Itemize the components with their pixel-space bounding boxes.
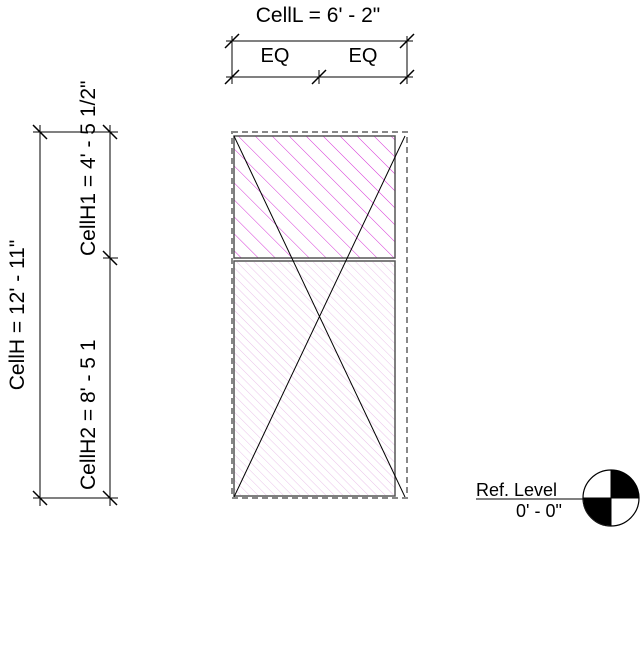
cell-height-1-label: CellH1 = 4' - 5 1/2" [77, 81, 100, 256]
lower-panel-hatch [234, 262, 395, 495]
tick-mark [32, 490, 48, 506]
cell-height-2-label: CellH2 = 8' - 5 1 [77, 340, 100, 491]
tick-mark [102, 124, 118, 140]
cell-length-dimension[interactable]: CellL = 6' - 2" EQ EQ [224, 4, 415, 85]
lower-panel-frame [233, 260, 396, 497]
upper-panel-hatch [234, 136, 395, 258]
diagonal-line [233, 135, 406, 498]
curtain-panel-assembly[interactable] [231, 131, 408, 499]
level-elevation: 0' - 0" [516, 501, 562, 521]
eq-right-label: EQ [349, 45, 378, 67]
tick-mark [399, 33, 415, 49]
tick-mark [224, 69, 240, 85]
eq-left-label: EQ [261, 45, 290, 67]
upper-panel-frame [233, 135, 396, 259]
level-head-icon [582, 469, 640, 527]
tick-mark [399, 69, 415, 85]
level-marker[interactable]: Ref. Level 0' - 0" [476, 469, 640, 527]
tick-mark [102, 250, 118, 266]
tick-mark [224, 33, 240, 49]
cell-height-dimensions[interactable]: CellH = 12' - 11" CellH1 = 4' - 5 1/2" C… [6, 81, 118, 506]
tick-mark [311, 69, 327, 85]
tick-mark [32, 124, 48, 140]
cell-length-label: CellL = 6' - 2" [256, 4, 381, 27]
level-name: Ref. Level [476, 480, 557, 500]
tick-mark [102, 490, 118, 506]
cell-height-label: CellH = 12' - 11" [6, 240, 29, 391]
